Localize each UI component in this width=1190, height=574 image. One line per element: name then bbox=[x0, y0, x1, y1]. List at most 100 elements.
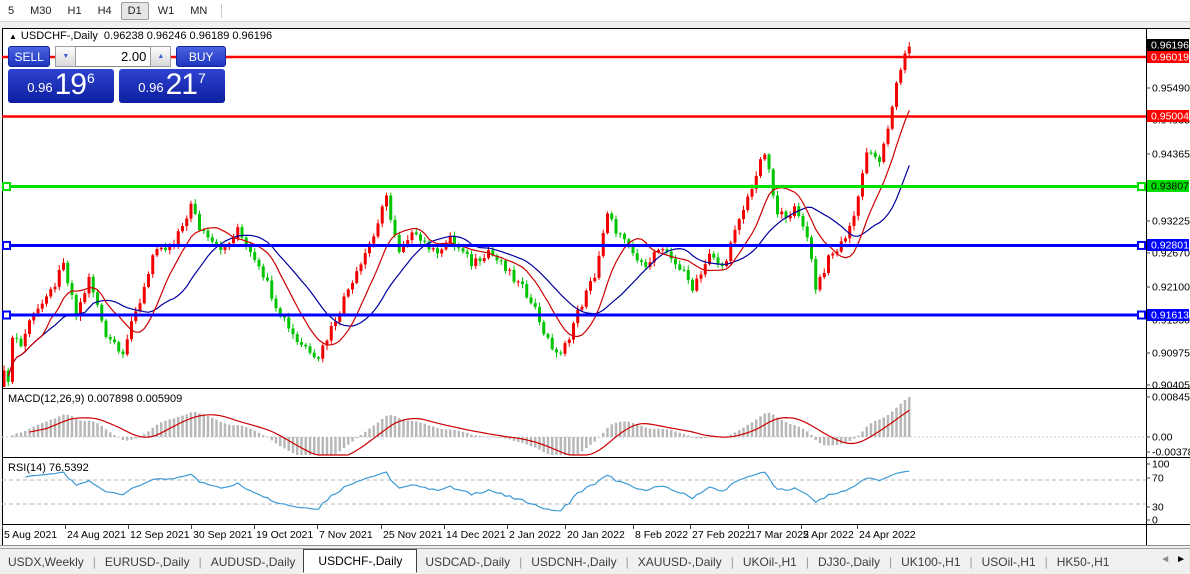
timeframe-button-h1[interactable]: H1 bbox=[67, 4, 82, 17]
candlestick-series bbox=[3, 41, 911, 387]
chart-tab-usdx-weekly[interactable]: USDX,Weekly bbox=[8, 554, 84, 569]
price-level-label-0.96019: 0.96019 bbox=[1147, 51, 1189, 64]
indicator-axes[interactable]: 0.008455 0.00 -0.003783100 70 300 bbox=[1146, 392, 1190, 527]
tab-separator: | bbox=[730, 554, 734, 569]
macd-indicator-label: MACD(12,26,9) 0.007898 0.005909 bbox=[8, 393, 183, 405]
chart-tab-bar: USDX,Weekly | EURUSD-,Daily | AUDUSD-,Daily U… bbox=[0, 548, 1190, 574]
ask-big-digits: 21 bbox=[165, 68, 198, 101]
chart-tab-uk100-h1[interactable]: UK100-,H1 bbox=[901, 554, 961, 569]
ask-prefix: 0.96 bbox=[138, 80, 164, 95]
price-tick-label: 0.94365 bbox=[1152, 149, 1190, 161]
date-label: 2 Jan 2022 bbox=[509, 529, 561, 541]
price-tick-label: 0.92100 bbox=[1152, 282, 1190, 294]
horizontal-line-0.93807[interactable] bbox=[2, 182, 1146, 192]
date-label: 25 Nov 2021 bbox=[383, 529, 443, 541]
trade-controls-row: SELL ▼ ▲ BUY bbox=[8, 46, 226, 67]
quote-row: 0.96 19 6 0.96 21 7 bbox=[8, 69, 226, 103]
tab-separator: | bbox=[625, 554, 629, 569]
line-handle[interactable] bbox=[1137, 240, 1146, 250]
rsi-scale-label: 0 bbox=[1152, 515, 1158, 527]
price-level-label-0.91613: 0.91613 bbox=[1147, 309, 1189, 322]
chart-ohlc-values: 0.96238 0.96246 0.96189 0.96196 bbox=[103, 30, 273, 42]
line-handle[interactable] bbox=[2, 240, 11, 250]
chart-background bbox=[2, 28, 1190, 545]
timeframe-button-h4[interactable]: H4 bbox=[97, 4, 112, 17]
date-label: 24 Aug 2021 bbox=[67, 529, 126, 541]
ask-price-box[interactable]: 0.96 21 7 bbox=[119, 69, 225, 103]
date-label: 5 Apr 2022 bbox=[803, 529, 854, 541]
one-click-panel-toggle-icon[interactable]: ▲ bbox=[9, 31, 17, 41]
rsi-scale-label: 30 bbox=[1152, 502, 1164, 514]
chart-tab-dj30-daily[interactable]: DJ30-,Daily bbox=[817, 554, 880, 569]
tab-separator: | bbox=[805, 554, 809, 569]
date-axis[interactable]: 5 Aug 2021 24 Aug 2021 12 Sep 2021 30 Sep 2… bbox=[2, 525, 916, 541]
tab-scroll-right-icon[interactable]: ► bbox=[1176, 554, 1186, 565]
buy-button[interactable]: BUY bbox=[176, 46, 226, 67]
rsi-indicator-label: RSI(14) 76.5392 bbox=[8, 462, 89, 474]
chart-tab-ukoil-h1[interactable]: UKOil-,H1 bbox=[742, 554, 797, 569]
macd-scale-label: 0.00 bbox=[1152, 432, 1173, 444]
timeframe-button-5[interactable]: 5 bbox=[8, 4, 15, 17]
horizontal-line-0.92801[interactable] bbox=[2, 240, 1146, 250]
svg-text:0.96019: 0.96019 bbox=[1151, 52, 1189, 64]
chart-tab-hk50-h1[interactable]: HK50-,H1 bbox=[1056, 554, 1110, 569]
rsi-line bbox=[25, 470, 910, 512]
price-tick-label: 0.90975 bbox=[1152, 348, 1190, 360]
chart-symbol-period: USDCHF-,Daily bbox=[20, 30, 98, 42]
date-label: 20 Jan 2022 bbox=[567, 529, 625, 541]
svg-text:0.96196: 0.96196 bbox=[1151, 40, 1189, 52]
bid-pip-digit: 6 bbox=[86, 70, 95, 86]
volume-decrease-icon[interactable]: ▼ bbox=[55, 46, 77, 67]
chart-tab-usoil-h1[interactable]: USOil-,H1 bbox=[981, 554, 1036, 569]
timeframe-button-mn[interactable]: MN bbox=[190, 4, 208, 17]
date-label: 12 Sep 2021 bbox=[130, 529, 190, 541]
tab-separator: | bbox=[92, 554, 96, 569]
bid-big-digits: 19 bbox=[54, 68, 87, 101]
chart-tab-xauusd-daily[interactable]: XAUUSD-,Daily bbox=[637, 554, 722, 569]
date-label: 17 Mar 2022 bbox=[750, 529, 809, 541]
date-label: 7 Nov 2021 bbox=[319, 529, 373, 541]
horizontal-line-0.91613[interactable] bbox=[2, 310, 1146, 320]
ask-pip-digit: 7 bbox=[197, 70, 206, 86]
price-level-label-0.95004: 0.95004 bbox=[1147, 110, 1189, 123]
macd-signal-line bbox=[29, 409, 910, 456]
date-label: 30 Sep 2021 bbox=[193, 529, 253, 541]
macd-histogram bbox=[11, 397, 911, 455]
chart-tab-usdcad-daily[interactable]: USDCAD-,Daily bbox=[425, 554, 511, 569]
chart-title: ▲ USDCHF-,Daily 0.96238 0.96246 0.96189 … bbox=[9, 30, 272, 42]
tab-separator: | bbox=[889, 554, 893, 569]
line-handle[interactable] bbox=[2, 310, 11, 320]
volume-stepper: ▼ ▲ bbox=[55, 46, 172, 67]
sell-button[interactable]: SELL bbox=[8, 46, 51, 67]
timeframe-toolbar: 5 M30 H1 H4 D1 W1 MN bbox=[0, 0, 1190, 22]
chart-tab-eurusd-daily[interactable]: EURUSD-,Daily bbox=[104, 554, 190, 569]
timeframe-button-m30[interactable]: M30 bbox=[30, 4, 52, 17]
price-tick-label: 0.93225 bbox=[1152, 216, 1190, 228]
price-axis[interactable]: 0.954900.949350.943650.932250.926700.921… bbox=[1146, 39, 1190, 392]
macd-scale-label: 0.008455 bbox=[1152, 392, 1190, 404]
chart-tab-usdcnh-daily[interactable]: USDCNH-,Daily bbox=[531, 554, 617, 569]
price-level-label-0.92801: 0.92801 bbox=[1147, 239, 1189, 252]
chart-tab-usdchf-daily[interactable]: USDCHF-,Daily bbox=[303, 548, 418, 573]
rsi-scale-label: 70 bbox=[1152, 473, 1164, 485]
bid-price-box[interactable]: 0.96 19 6 bbox=[8, 69, 114, 103]
line-handle[interactable] bbox=[1137, 310, 1146, 320]
price-level-label-0.96196: 0.96196 bbox=[1147, 39, 1189, 52]
price-tick-label: 0.90405 bbox=[1152, 380, 1190, 392]
tab-separator: | bbox=[519, 554, 523, 569]
line-handle[interactable] bbox=[2, 182, 11, 192]
price-tick-label: 0.95490 bbox=[1152, 83, 1190, 95]
chart-tab-audusd-daily[interactable]: AUDUSD-,Daily bbox=[210, 554, 296, 569]
svg-text:0.91613: 0.91613 bbox=[1151, 310, 1189, 322]
tab-separator: | bbox=[969, 554, 973, 569]
tab-scroll-left-icon[interactable]: ◄ bbox=[1160, 554, 1171, 565]
date-label: 8 Feb 2022 bbox=[635, 529, 688, 541]
line-handle[interactable] bbox=[1137, 182, 1146, 192]
timeframe-button-d1[interactable]: D1 bbox=[120, 1, 149, 20]
volume-input[interactable] bbox=[76, 46, 151, 67]
svg-text:0.92801: 0.92801 bbox=[1151, 240, 1189, 252]
toolbar-separator bbox=[221, 3, 223, 18]
volume-increase-icon[interactable]: ▲ bbox=[150, 46, 172, 67]
timeframe-button-w1[interactable]: W1 bbox=[157, 4, 175, 17]
